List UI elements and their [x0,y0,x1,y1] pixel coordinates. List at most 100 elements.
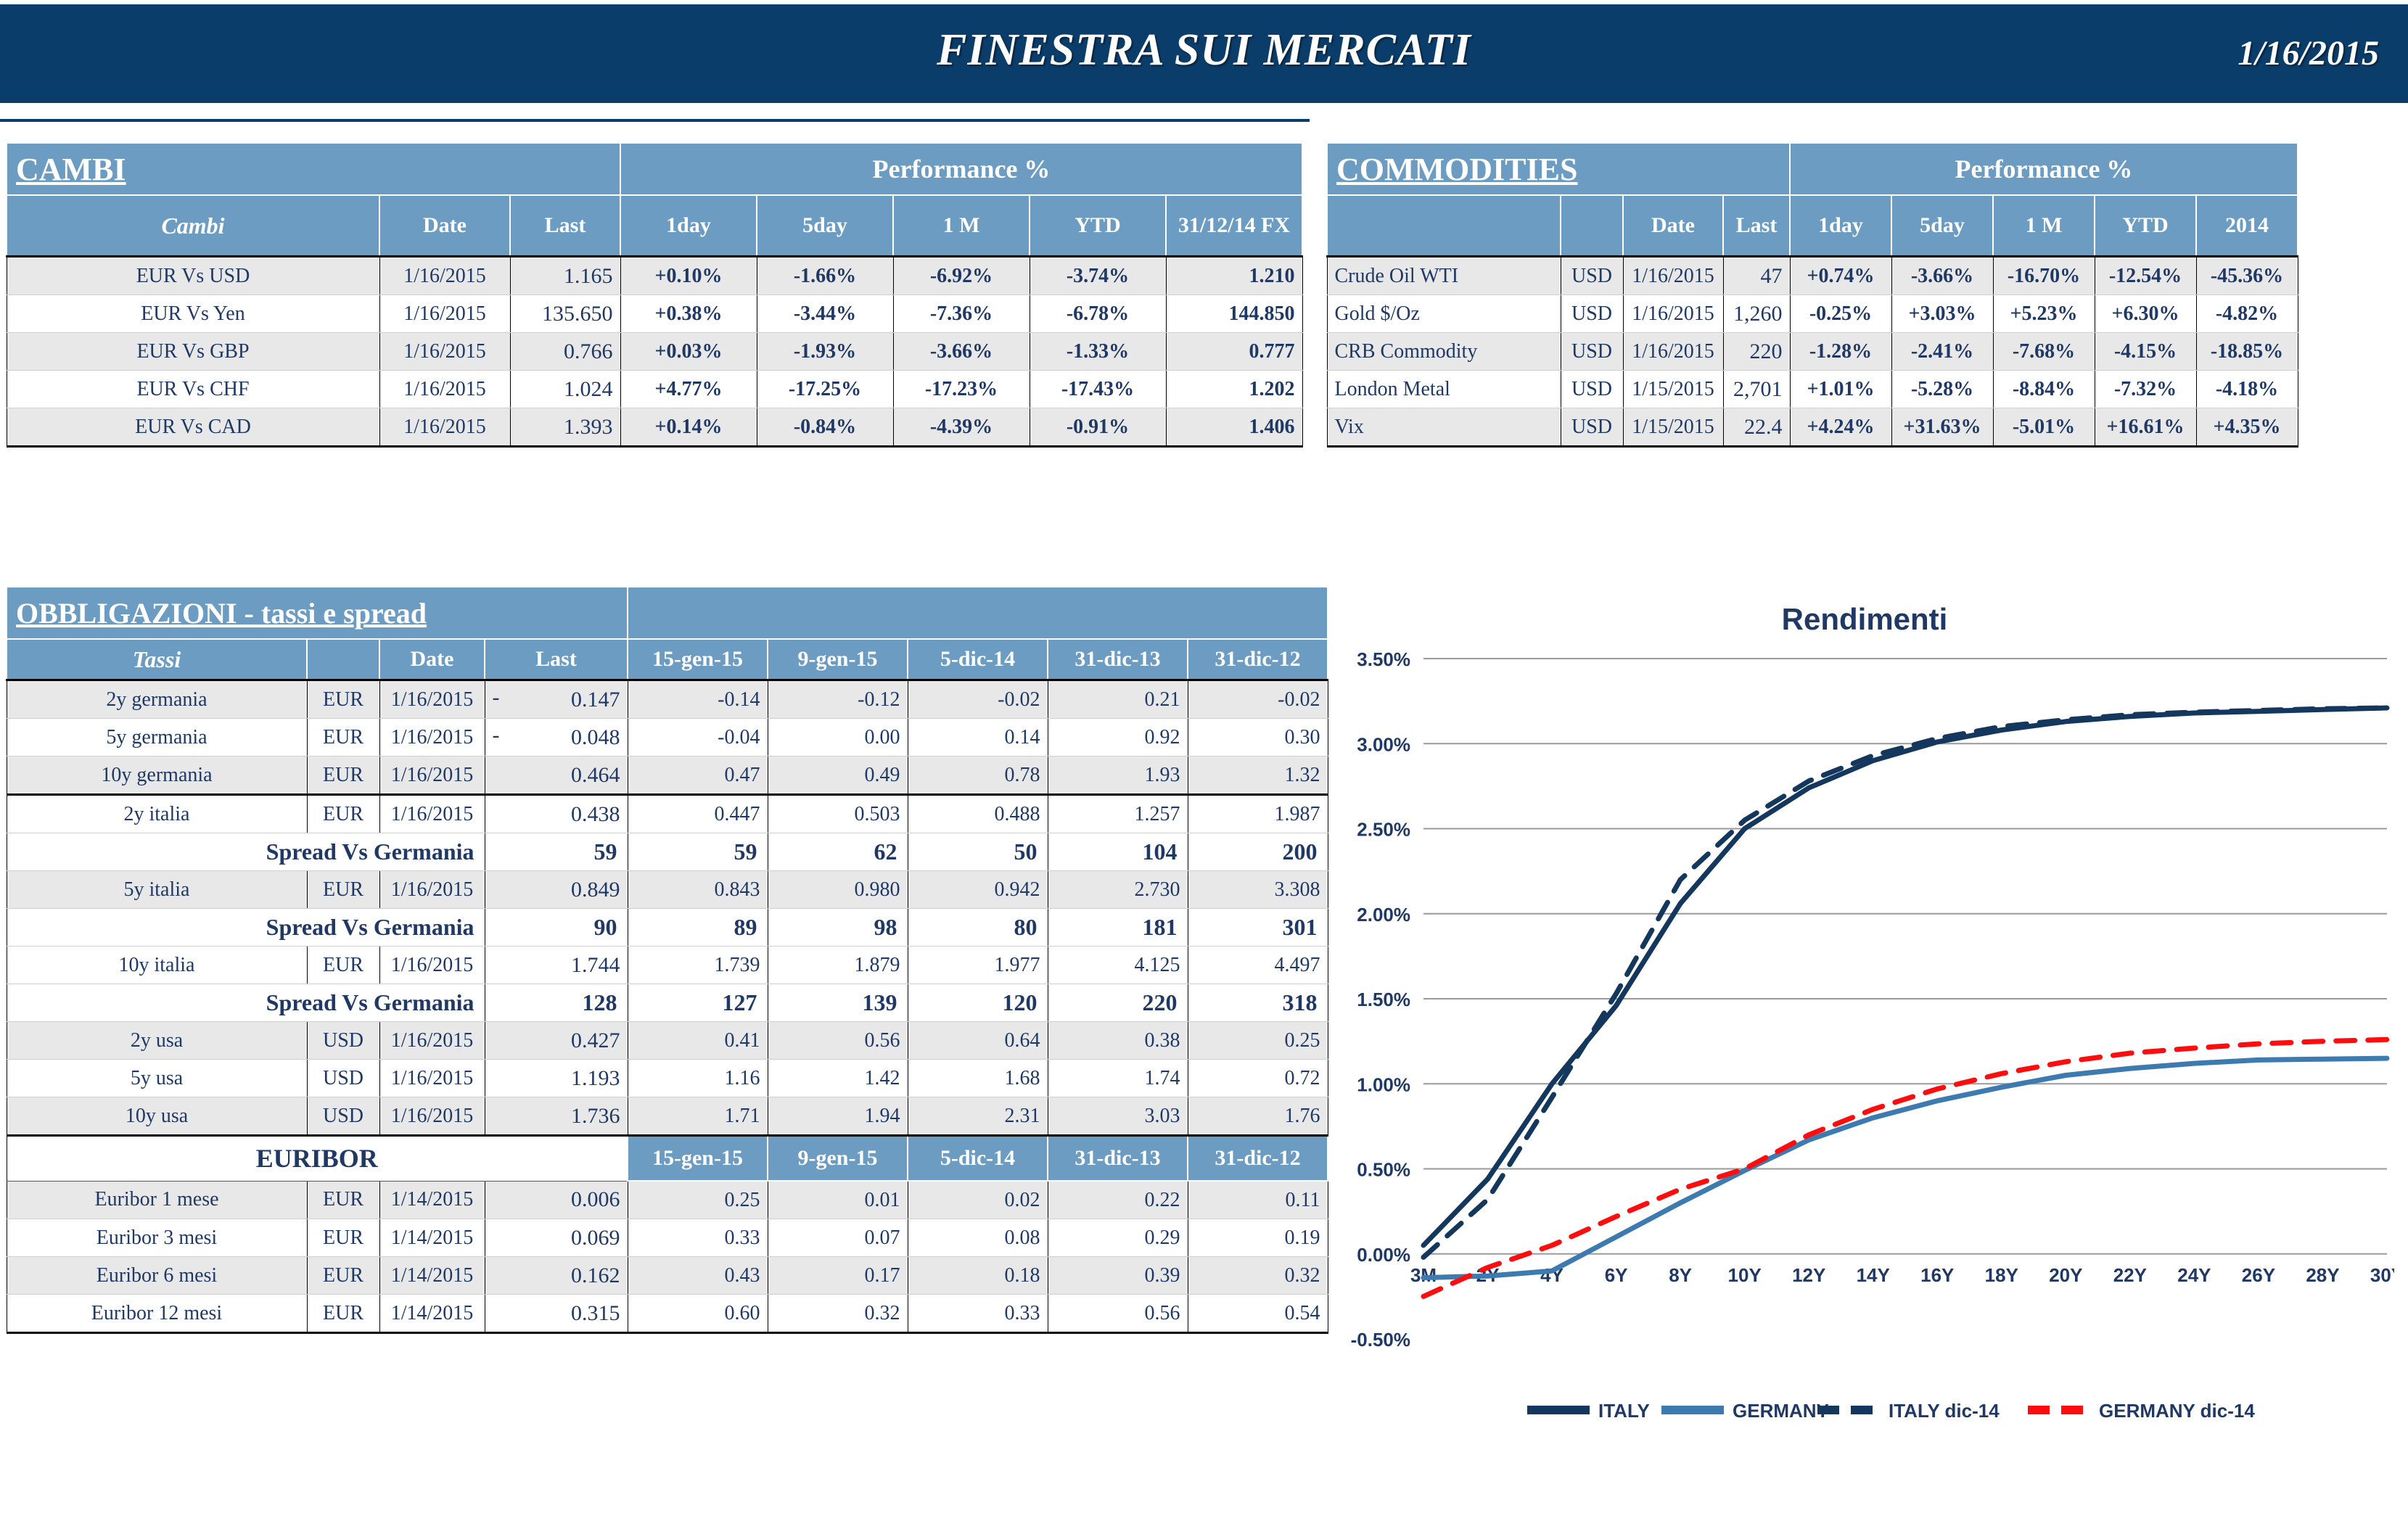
spread-c5: 318 [1187,984,1328,1022]
bond-c1: 0.447 [627,794,768,833]
bond-date: 1/16/2015 [379,946,485,984]
bond-c4: 1.74 [1047,1059,1188,1097]
table-row[interactable]: CRB Commodity USD 1/16/2015 220 -1.28% -2.41%… [1326,332,2298,371]
yield-curve-chart[interactable]: -0.50% 0.00% 0.50% 1.00% 1.50% 2.00% 2.50% 3.00… [1335,643,2394,1462]
table-row[interactable]: 5y usa USD 1/16/2015 1.193 1.16 1.42 1.68 1.74 0… [6,1059,1328,1097]
col-bond-c2[interactable]: 9-gen-15 [767,638,908,681]
cambi-pair: EUR Vs GBP [6,332,380,371]
bond-c1: -0.14 [627,679,768,719]
table-row[interactable]: Crude Oil WTI USD 1/16/2015 47 +0.74% -3.66% -… [1326,255,2298,295]
col-bond-c5[interactable]: 31-dic-12 [1187,638,1328,681]
table-row[interactable]: Vix USD 1/15/2015 22.4 +4.24% +31.63% -5.01% +1… [1326,408,2298,448]
series-line-italy-dic-14 [1421,705,2390,1260]
table-row[interactable]: EUR Vs USD 1/16/2015 1.165 +0.10% -1.66% -6.9… [6,255,1303,295]
bond-ccy: EUR [306,679,380,719]
col-commodity-ytd[interactable]: YTD [2094,194,2197,257]
table-row[interactable]: London Metal USD 1/15/2015 2,701 +1.01% -5.28… [1326,370,2298,408]
legend-label[interactable]: ITALY [1598,1400,1650,1422]
col-commodity-2014[interactable]: 2014 [2195,194,2298,257]
legend-label[interactable]: GERMANY [1733,1400,1829,1422]
legend-label[interactable]: ITALY dic-14 [1889,1400,2000,1422]
commodity-date: 1/16/2015 [1622,332,1724,371]
col-cambi-fx[interactable]: 31/12/14 FX [1165,194,1303,257]
table-row[interactable]: 10y usa USD 1/16/2015 1.736 1.71 1.94 2.31 3.03… [6,1097,1328,1137]
table-row[interactable]: EUR Vs Yen 1/16/2015 135.650 +0.38% -3.44% -7… [6,294,1303,333]
chart-title: Rendimenti [1781,602,1948,636]
commodity-name: Gold $/Oz [1326,294,1561,333]
col-euribor-c3[interactable]: 5-dic-14 [907,1134,1048,1182]
table-row[interactable]: 10y italia EUR 1/16/2015 1.744 1.739 1.879 1.9… [6,946,1328,984]
spread-c3: 120 [907,984,1048,1022]
cambi-1day: +0.03% [620,332,757,371]
table-row[interactable]: EUR Vs GBP 1/16/2015 0.766 +0.03% -1.93% -3.6… [6,332,1303,371]
table-row[interactable]: EUR Vs CAD 1/16/2015 1.393 +0.14% -0.84% -4.3… [6,408,1303,448]
table-row[interactable]: Euribor 6 mesi EUR 1/14/2015 0.162 0.43 0.17 0… [6,1256,1328,1295]
col-euribor-c4[interactable]: 31-dic-13 [1047,1134,1188,1182]
commodity-name: London Metal [1326,370,1561,408]
col-commodity-5day[interactable]: 5day [1891,194,1994,257]
bond-last: 1.736 [484,1097,628,1137]
bond-date: 1/16/2015 [379,679,485,719]
col-commodity-1m[interactable]: 1 M [1992,194,2095,257]
col-commodity-last[interactable]: Last [1722,194,1791,257]
euribor-c2: 0.01 [767,1180,908,1219]
spread-row[interactable]: Spread Vs Germania 128 127 139 120 220 318 [6,984,1328,1022]
commodity-ytd: +16.61% [2094,408,2197,448]
col-bond-date[interactable]: Date [379,638,485,681]
spread-row[interactable]: Spread Vs Germania 59 59 62 50 104 200 [6,833,1328,871]
bond-ccy: EUR [306,756,380,796]
col-euribor-c5[interactable]: 31-dic-12 [1187,1134,1328,1182]
euribor-c1: 0.43 [627,1256,768,1295]
table-row[interactable]: 2y usa USD 1/16/2015 0.427 0.41 0.56 0.64 0.38 0… [6,1021,1328,1060]
table-row[interactable]: 2y italia EUR 1/16/2015 0.438 0.447 0.503 0.48… [6,794,1328,833]
col-cambi-5day[interactable]: 5day [756,194,894,257]
col-euribor-c1[interactable]: 15-gen-15 [627,1134,768,1182]
table-row[interactable]: 5y italia EUR 1/16/2015 0.849 0.843 0.980 0.94… [6,870,1328,909]
bond-c5: 1.32 [1187,756,1328,796]
col-bond-ccy[interactable] [306,638,380,681]
spread-label: Spread Vs Germania [6,984,485,1022]
col-cambi-1m[interactable]: 1 M [892,194,1030,257]
col-cambi-date[interactable]: Date [379,194,511,257]
report-date: 1/16/2015 [2238,34,2379,73]
bond-ccy: EUR [306,870,380,909]
bond-ccy: USD [306,1059,380,1097]
page-header-banner: FINESTRA SUI MERCATI 1/16/2015 [0,4,2408,103]
table-row[interactable]: Euribor 1 mese EUR 1/14/2015 0.006 0.25 0.01 0… [6,1180,1328,1219]
table-row[interactable]: EUR Vs CHF 1/16/2015 1.024 +4.77% -17.25% -17… [6,370,1303,408]
col-commodity-ccy[interactable] [1560,194,1624,257]
col-commodity-date[interactable]: Date [1622,194,1724,257]
table-row[interactable]: 2y germania EUR 1/16/2015-0.147 -0.14 -0.12-… [6,679,1328,719]
cambi-1day: +0.10% [620,255,757,295]
col-cambi-last[interactable]: Last [509,194,621,257]
euribor-c4: 0.56 [1047,1294,1188,1334]
bond-c2: 1.94 [767,1097,908,1137]
col-bond-name[interactable]: Tassi [6,638,308,681]
col-cambi-name[interactable]: Cambi [6,194,380,257]
euribor-c4: 0.29 [1047,1219,1188,1257]
bond-ccy: USD [306,1021,380,1060]
commodity-last: 220 [1722,332,1791,371]
spread-c2: 98 [767,908,908,947]
x-axis-tick-label: 24Y [2177,1264,2211,1286]
legend-label[interactable]: GERMANY dic-14 [2099,1400,2255,1422]
euribor-c3: 0.18 [907,1256,1048,1295]
x-axis-tick-label: 3M [1410,1264,1437,1286]
col-bond-c1[interactable]: 15-gen-15 [627,638,768,681]
table-row[interactable]: Euribor 12 mesi EUR 1/14/2015 0.315 0.60 0.32… [6,1294,1328,1334]
euribor-name: Euribor 3 mesi [6,1219,308,1257]
col-bond-c4[interactable]: 31-dic-13 [1047,638,1188,681]
col-bond-c3[interactable]: 5-dic-14 [907,638,1048,681]
cambi-1day: +4.77% [620,370,757,408]
col-commodity-1day[interactable]: 1day [1789,194,1892,257]
table-row[interactable]: 10y germania EUR 1/16/2015 0.464 0.47 0.49 0.7… [6,756,1328,796]
table-row[interactable]: 5y germania EUR 1/16/2015-0.048 -0.04 0.00 0.… [6,718,1328,756]
spread-row[interactable]: Spread Vs Germania 90 89 98 80 181 301 [6,908,1328,947]
col-cambi-ytd[interactable]: YTD [1029,194,1167,257]
col-cambi-1day[interactable]: 1day [620,194,757,257]
col-euribor-c2[interactable]: 9-gen-15 [767,1134,908,1182]
table-row[interactable]: Euribor 3 mesi EUR 1/14/2015 0.069 0.33 0.07 0… [6,1219,1328,1257]
col-bond-last[interactable]: Last [484,638,628,681]
table-row[interactable]: Gold $/Oz USD 1/16/2015 1,260 -0.25% +3.03% +5… [1326,294,2298,333]
col-commodity-name[interactable] [1326,194,1561,257]
